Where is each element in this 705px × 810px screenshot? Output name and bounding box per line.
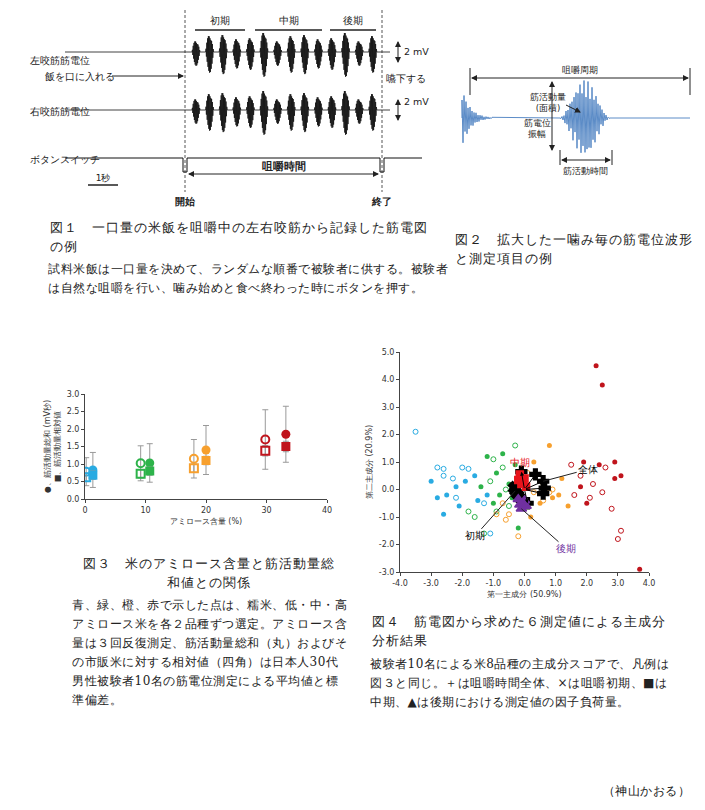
svg-text:中期: 中期 [510,457,530,468]
svg-text:2.0: 2.0 [382,430,395,439]
svg-text:40: 40 [322,506,332,515]
html-text:図１ 一口量の米飯を咀嚼中の左右咬筋から記録した筋電図の例: 図１ 一口量の米飯を咀嚼中の左右咬筋から記録した筋電図の例 [50,220,428,254]
svg-text:筋活動時間: 筋活動時間 [563,166,608,176]
svg-text:飯を口に入れる: 飯を口に入れる [45,71,115,82]
svg-text:嚥下する: 嚥下する [386,73,426,84]
svg-text:20: 20 [201,506,211,515]
svg-text:0.0: 0.0 [67,495,80,504]
svg-text:初期: 初期 [210,15,230,26]
svg-text:2.5: 2.5 [67,407,80,416]
svg-text:1秒: 1秒 [96,173,111,183]
svg-text:左咬筋筋電位: 左咬筋筋電位 [30,55,90,66]
svg-text:0.0: 0.0 [382,485,395,494]
svg-text:2 mV: 2 mV [404,96,429,107]
svg-text:咀嚼時間: 咀嚼時間 [262,160,306,172]
svg-text:-3.0: -3.0 [379,568,395,577]
svg-text:第一主成分 (50.9%): 第一主成分 (50.9%) [487,590,561,599]
svg-text:2.0: 2.0 [67,425,80,434]
svg-text:右咬筋筋電位: 右咬筋筋電位 [30,106,90,117]
svg-text:0.5: 0.5 [67,477,80,486]
svg-text:後期: 後期 [556,543,576,554]
svg-text:-2.0: -2.0 [379,540,395,549]
svg-text:後期: 後期 [343,15,363,26]
svg-text:-3.0: -3.0 [423,579,439,588]
html-text:図３ 米のアミロース含量と筋活動量総和値との関係: 図３ 米のアミロース含量と筋活動量総和値との関係 [83,556,335,590]
svg-text:2.0: 2.0 [580,579,593,588]
svg-text:3.0: 3.0 [67,390,80,399]
svg-text:アミロース含量 (%): アミロース含量 (%) [170,517,242,526]
svg-text:4.0: 4.0 [382,375,395,384]
svg-text:全体: 全体 [578,464,598,475]
svg-text:終了: 終了 [371,196,392,207]
svg-text:1.5: 1.5 [67,442,80,451]
svg-text:3.0: 3.0 [382,403,395,412]
svg-text:10: 10 [140,506,150,515]
svg-text:1.0: 1.0 [549,579,562,588]
svg-text:-1.0: -1.0 [379,513,395,522]
svg-text:●、筋活動量総和 (mV秒)■、筋活動量相対値: ●、筋活動量総和 (mV秒)■、筋活動量相対値 [43,400,62,493]
html-text:図４ 筋電図から求めた６測定値による主成分分析結果: 図４ 筋電図から求めた６測定値による主成分分析結果 [372,614,666,648]
svg-text:咀嚼周期: 咀嚼周期 [562,65,598,75]
svg-text:初期: 初期 [465,530,485,541]
svg-text:筋活動量: 筋活動量 [530,92,566,102]
svg-text:振幅: 振幅 [528,129,546,139]
svg-text:筋電位: 筋電位 [524,118,551,128]
svg-text:2 mV: 2 mV [404,46,429,57]
svg-text:中期: 中期 [279,15,299,26]
html-text:図２ 拡大した一噛み毎の筋電位波形と測定項目の例: 図２ 拡大した一噛み毎の筋電位波形と測定項目の例 [455,232,693,266]
svg-text:0: 0 [82,506,87,515]
svg-text:3.0: 3.0 [612,579,625,588]
html-text:青、緑、橙、赤で示した点は、糯米、低・中・高アミロース米を各: 青、緑、橙、赤で示した点は、糯米、低・中・高アミロース米を各２品種ずつ選定。アミ… [72,598,347,707]
svg-text:開始: 開始 [175,196,196,207]
html-text:被験者10名による米8品種の主成分スコアで、凡例は図３と同じ: 被験者10名による米8品種の主成分スコアで、凡例は図３と同じ。＋は咀嚼時間全体、… [370,657,670,709]
svg-text:ボタンスイッチ: ボタンスイッチ [30,154,100,165]
svg-text:1.0: 1.0 [67,460,80,469]
html-text:（神山かおる）: （神山かおる） [602,784,690,798]
svg-text:-2.0: -2.0 [454,579,470,588]
svg-text:(面積): (面積) [536,103,561,113]
svg-text:1.0: 1.0 [382,458,395,467]
svg-text:30: 30 [261,506,271,515]
svg-text:-4.0: -4.0 [392,579,408,588]
svg-text:4.0: 4.0 [643,579,656,588]
svg-text:0.0: 0.0 [518,579,531,588]
svg-text:-1.0: -1.0 [486,579,502,588]
svg-text:5.0: 5.0 [382,348,395,357]
html-text:試料米飯は一口量を決めて、ランダムな順番で被験者に供する。被: 試料米飯は一口量を決めて、ランダムな順番で被験者に供する。被験者は自然な咀嚼を行… [48,262,448,295]
svg-text:第二主成分 (20.9%): 第二主成分 (20.9%) [365,425,374,499]
